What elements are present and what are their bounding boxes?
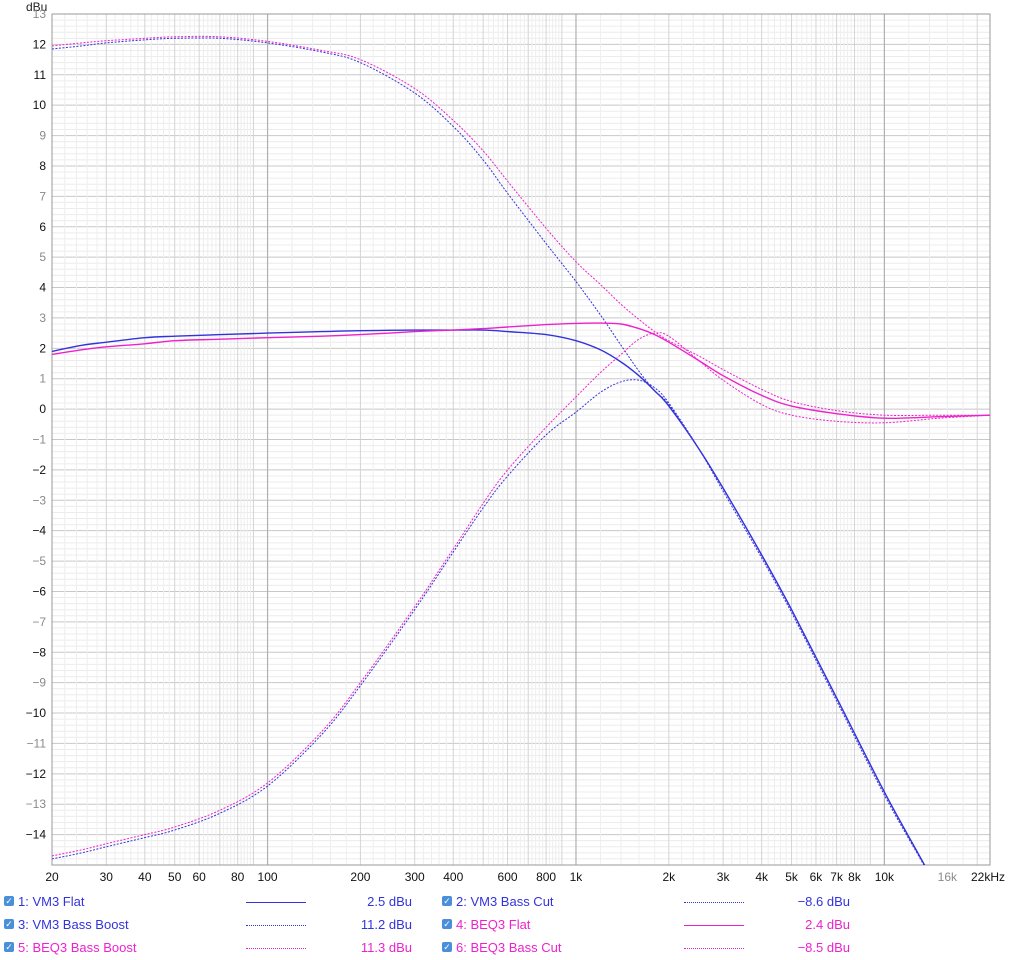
x-tick-label: 16k	[938, 870, 958, 884]
y-tick-label: −7	[32, 615, 46, 629]
y-tick-label: 3	[39, 311, 46, 325]
x-tick-label: 6k	[810, 870, 824, 884]
x-tick-label: 60	[192, 870, 206, 884]
series-line-5	[52, 35, 990, 417]
legend-item-beq3-bass-cut[interactable]: ✓ 6: BEQ3 Bass Cut −8.5 dBu	[442, 938, 862, 958]
legend-value: 11.3 dBu	[360, 940, 412, 955]
legend-swatch	[246, 902, 306, 903]
x-tick-label: 100	[258, 870, 278, 884]
y-tick-label: −13	[26, 797, 47, 811]
legend-item-beq3-flat[interactable]: ✓ 4: BEQ3 Flat 2.4 dBu	[442, 915, 862, 935]
legend-item-vm3-bass-boost[interactable]: ✓ 3: VM3 Bass Boost 11.2 dBu	[4, 915, 424, 935]
y-tick-label: 4	[39, 281, 46, 295]
x-tick-label: 1k	[570, 870, 584, 884]
legend-value: −8.6 dBu	[797, 894, 850, 909]
y-tick-label: 1	[39, 372, 46, 386]
y-tick-label: 8	[39, 159, 46, 173]
series-line-6	[52, 332, 990, 857]
x-tick-label: 200	[350, 870, 370, 884]
legend-swatch	[684, 902, 744, 903]
legend-label: 5: BEQ3 Bass Boost	[18, 940, 137, 955]
legend-item-vm3-flat[interactable]: ✓ 1: VM3 Flat 2.5 dBu	[4, 892, 424, 912]
y-tick-label: 7	[39, 189, 46, 203]
y-tick-label: 10	[33, 98, 47, 112]
y-tick-label: 11	[34, 68, 47, 82]
plot-frame	[51, 13, 991, 866]
legend-item-beq3-bass-boost[interactable]: ✓ 5: BEQ3 Bass Boost 11.3 dBu	[4, 938, 424, 958]
x-tick-label: 800	[536, 870, 556, 884]
x-tick-label: 5k	[785, 870, 799, 884]
y-tick-label: −12	[26, 767, 47, 781]
x-tick-label: 300	[405, 870, 425, 884]
legend-swatch	[246, 948, 306, 949]
series-line-2	[52, 379, 925, 865]
y-tick-label: −9	[32, 676, 46, 690]
y-axis-title: dBu	[26, 0, 47, 14]
axes: 131211109876543210−1−2−3−4−5−6−7−8−9−10−…	[26, 7, 1005, 884]
legend-value: 2.5 dBu	[367, 894, 412, 909]
legend-value: 11.2 dBu	[360, 917, 412, 932]
legend-swatch	[684, 925, 744, 926]
legend-item-vm3-bass-cut[interactable]: ✓ 2: VM3 Bass Cut −8.6 dBu	[442, 892, 862, 912]
y-tick-label: 6	[39, 220, 46, 234]
series-line-4	[52, 322, 990, 419]
grid-lines	[51, 13, 991, 866]
y-tick-label: −6	[32, 584, 46, 598]
x-tick-label: 10k	[875, 870, 895, 884]
x-tick-label: 400	[443, 870, 463, 884]
frequency-response-chart: dBu 131211109876543210−1−2−3−4−5−6−7−8−9…	[26, 0, 1005, 884]
y-tick-label: −14	[26, 828, 47, 842]
checkbox-icon[interactable]: ✓	[442, 942, 452, 952]
x-tick-label: 2k	[662, 870, 676, 884]
checkbox-icon[interactable]: ✓	[4, 942, 14, 952]
x-tick-label: 20	[45, 870, 59, 884]
x-tick-label: 8k	[848, 870, 862, 884]
x-tick-label: 3k	[717, 870, 731, 884]
legend-label: 6: BEQ3 Bass Cut	[456, 940, 562, 955]
checkbox-icon[interactable]: ✓	[442, 919, 452, 929]
x-tick-label: 80	[231, 870, 245, 884]
y-tick-label: −3	[32, 493, 46, 507]
x-tick-label: 600	[498, 870, 518, 884]
x-tick-label: 40	[138, 870, 152, 884]
y-tick-label: 2	[39, 341, 46, 355]
y-tick-label: −10	[26, 706, 47, 720]
x-tick-label: 22kHz	[971, 870, 1005, 884]
x-tick-label: 7k	[830, 870, 844, 884]
x-tick-label: 30	[100, 870, 114, 884]
x-tick-label: 4k	[755, 870, 769, 884]
y-tick-label: −11	[27, 736, 47, 750]
y-tick-label: −1	[32, 433, 46, 447]
legend-swatch	[684, 948, 744, 949]
checkbox-icon[interactable]: ✓	[442, 896, 452, 906]
y-tick-label: −8	[32, 645, 46, 659]
y-tick-label: −4	[32, 524, 46, 538]
legend-label: 2: VM3 Bass Cut	[456, 894, 554, 909]
series-line-3	[52, 37, 926, 865]
x-tick-label: 50	[168, 870, 182, 884]
y-tick-label: −2	[32, 463, 46, 477]
checkbox-icon[interactable]: ✓	[4, 896, 14, 906]
legend-swatch	[246, 925, 306, 926]
y-tick-label: −5	[32, 554, 46, 568]
legend-value: −8.5 dBu	[797, 940, 850, 955]
checkbox-icon[interactable]: ✓	[4, 919, 14, 929]
y-tick-label: 9	[39, 129, 46, 143]
legend-value: 2.4 dBu	[805, 917, 850, 932]
y-tick-label: 12	[33, 37, 47, 51]
legend-label: 4: BEQ3 Flat	[456, 917, 531, 932]
y-tick-label: 0	[39, 402, 46, 416]
y-tick-label: 5	[39, 250, 46, 264]
y-tick-label: 13	[33, 7, 47, 21]
legend-label: 1: VM3 Flat	[18, 894, 85, 909]
series-lines	[52, 35, 990, 865]
legend: ✓ 1: VM3 Flat 2.5 dBu ✓ 2: VM3 Bass Cut …	[0, 890, 1015, 960]
legend-label: 3: VM3 Bass Boost	[18, 917, 129, 932]
